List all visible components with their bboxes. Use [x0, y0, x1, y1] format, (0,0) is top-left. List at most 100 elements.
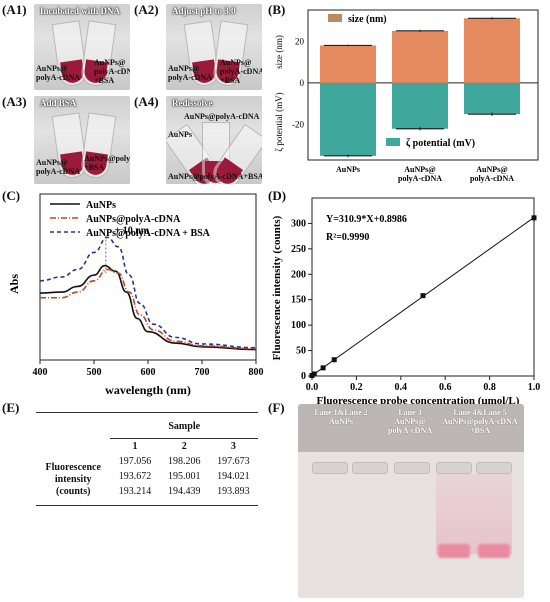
legend-label-zeta: ζ potential (mV) — [406, 138, 475, 149]
y-tick-label: -20 — [292, 120, 304, 130]
y-axis-label: Fluorescence intensity (counts) — [271, 215, 283, 360]
y-tick-label: 20 — [295, 36, 305, 46]
x-ticks: 400 500 600 700 800 — [33, 360, 264, 378]
legend-label-cdna: AuNPs@polyA-cDNA — [86, 214, 181, 225]
x-tick-line2: polyA-cDNA — [398, 174, 442, 183]
series-line — [39, 236, 257, 349]
table-corner — [36, 413, 110, 439]
photo-note: AuNPs@polyA-cDNA — [184, 112, 260, 121]
panel-label-a3: (A3) — [2, 94, 27, 109]
y-axis-label: Abs — [7, 274, 21, 294]
y-tick-label: 50 — [296, 346, 306, 357]
series-line — [40, 268, 257, 350]
table-row: 193.672 195.001 194.021 — [36, 469, 258, 484]
x-tick-label: 0.0 — [306, 382, 319, 393]
fit-r2: R²=0.9990 — [326, 232, 369, 243]
x-tick-label: 0.2 — [350, 382, 363, 393]
panel-label-c: (C) — [2, 188, 21, 203]
table-cell: 193.672 — [118, 471, 152, 482]
y-axis-label-top: size (nm) — [274, 35, 284, 69]
table-row: 193.214 194.439 193.893 — [36, 484, 258, 506]
panel-label-f: (F) — [268, 400, 285, 415]
x-tick-label: 0.6 — [439, 382, 452, 393]
table-cell: 195.001 — [167, 471, 201, 482]
legend-label-size: size (nm) — [348, 14, 387, 25]
panel-label-b: (B) — [268, 2, 286, 17]
x-tick-line1: AuNPs@ — [476, 165, 508, 174]
table-column-header: 2 — [181, 441, 187, 452]
table-cell: 194.439 — [167, 486, 201, 497]
photo-note: AuNPs@ polyA-cDNA +BSA — [220, 58, 262, 85]
table-cell: 197.056 — [118, 456, 152, 467]
photo-note: AuNPs@ polyA-cDNA +BSA — [94, 58, 130, 85]
y-tick-label: 300 — [291, 218, 306, 229]
x-tick-label: 500 — [87, 367, 102, 378]
bar — [320, 45, 376, 83]
gel-lane-label: Lane 4&Lane 5 AuNPs@polyA-cDNA +BSA — [442, 408, 518, 435]
x-axis-label: wavelength (nm) — [105, 383, 191, 397]
gel-lane-label: Lane 3 AuNPs@ polyA-cDNA — [388, 408, 432, 435]
points — [309, 212, 537, 378]
panel-label-d: (D) — [268, 188, 287, 203]
series-line — [39, 264, 257, 351]
photo-note: AuNPs@ polyA-cDNA — [168, 64, 212, 82]
table-cell: 193.214 — [118, 486, 152, 497]
gel-band — [478, 544, 510, 558]
data-point — [320, 365, 326, 371]
x-tick-label: 0.8 — [483, 382, 496, 393]
table-column-header: 1 — [132, 441, 138, 452]
x-tick-label: 400 — [33, 367, 48, 378]
gel-well — [352, 462, 388, 474]
gel-well — [436, 462, 472, 474]
plot-frame — [311, 197, 535, 377]
x-tick-label: AuNPs@ polyA-cDNA — [470, 165, 514, 183]
data-point — [531, 215, 537, 221]
y-axis-label-bottom: ζ potential (mV) — [274, 92, 284, 151]
gel-header — [298, 404, 524, 452]
panel-label-a2: (A2) — [134, 2, 159, 17]
bar — [392, 82, 448, 129]
table-corner — [36, 439, 110, 455]
panel-label-a4: (A4) — [134, 94, 159, 109]
legend-swatch-size — [328, 14, 342, 22]
plot-frame — [307, 9, 539, 161]
table-cell: 197.673 — [217, 456, 250, 467]
y-tick-label: 0 — [301, 371, 306, 382]
chart-d: 0.0 0.2 0.4 0.6 0.8 1.0 0 50 100 150 200 250 300 Y=3… — [271, 197, 541, 407]
legend-label-aunps: AuNPs — [86, 200, 116, 211]
photo-title: Incubated with DNA — [40, 6, 121, 16]
photo-a4: Redissolve AuNPs AuNPs@polyA-cDNA AuNPs@… — [166, 96, 262, 184]
table-row-label: Fluorescence intensity (counts) — [45, 461, 101, 497]
photo-title: Redissolve — [172, 98, 213, 108]
photo-a1: Incubated with DNA AuNPs@ polyA-cDNA AuN… — [34, 4, 130, 90]
x-tick-line2: polyA-cDNA — [470, 174, 514, 183]
table-row: Fluorescence intensity (counts) 197.056 … — [36, 454, 258, 497]
x-tick-line1: AuNPs@ — [404, 165, 436, 174]
y-tick-label: 100 — [291, 320, 306, 331]
y-tick-label: 250 — [291, 244, 306, 255]
photo-note: AuNPs@ polyA-cDNA — [36, 158, 80, 176]
photo-note: AuNPs@polyA-cDNA +BSA — [84, 154, 130, 172]
panel-label-e: (E) — [2, 400, 20, 415]
x-tick-label: AuNPs@ polyA-cDNA — [398, 165, 442, 183]
series-group — [39, 236, 257, 351]
y-tick-label: 200 — [291, 269, 306, 280]
gel-lane-label: Lane 1&Lane 2 AuNPs — [314, 408, 368, 426]
photo-a2: Adjust pH to 3.0 AuNPs@ polyA-cDNA AuNPs… — [166, 4, 262, 90]
x-tick-label: 0.4 — [395, 382, 408, 393]
x-tick-label: AuNPs — [336, 165, 360, 174]
chart-b: size (nm) ζ potential (mV) 20 0 -20 size… — [274, 9, 539, 183]
gel-band — [438, 544, 470, 558]
table-group-header: Sample — [110, 412, 258, 439]
x-tick-label: 800 — [249, 367, 264, 378]
x-tick-label: 600 — [141, 367, 156, 378]
table-cell: 194.021 — [217, 471, 250, 482]
gel-well — [312, 462, 348, 474]
gel-well — [476, 462, 512, 474]
bar — [392, 30, 448, 83]
x-tick-label: 1.0 — [528, 382, 541, 393]
photo-note: AuNPs@ polyA-cDNA — [36, 64, 80, 82]
table-cell: 198.206 — [167, 456, 201, 467]
data-point — [420, 293, 426, 299]
table-column-header: 3 — [230, 441, 236, 452]
